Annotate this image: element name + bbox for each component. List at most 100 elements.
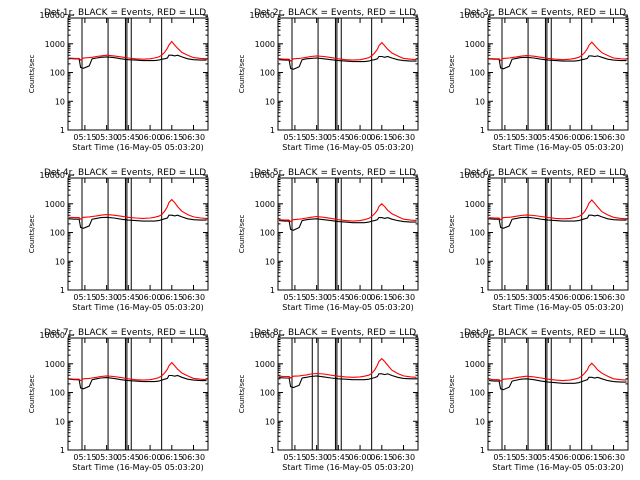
x-tick-label: 06:00 [559,453,582,462]
y-axis-label: Counts/sec [28,55,36,94]
y-tick-label: 100 [260,69,275,78]
series-line-red [68,361,207,382]
y-tick-label: 10 [475,97,485,106]
x-tick-label: 05:45 [537,453,560,462]
x-tick-label: 06:15 [160,453,183,462]
y-tick-label: 1000 [45,40,65,49]
y-tick-label: 1000 [465,40,485,49]
x-tick-label: 05:30 [305,133,328,142]
y-tick-label: 100 [470,389,485,398]
series-line-red [278,203,417,223]
x-tick-label: 05:15 [73,293,96,302]
y-tick-label: 100 [50,69,65,78]
x-axis-label: Start Time (16-May-05 05:03:20) [282,143,413,152]
x-tick-label: 05:30 [515,293,538,302]
y-tick-label: 10 [55,257,65,266]
y-tick-label: 1 [60,126,65,135]
x-tick-label: 05:45 [327,293,350,302]
y-tick-label: 1 [270,286,275,295]
x-axis-label: Start Time (16-May-05 05:03:20) [282,463,413,472]
x-tick-label: 05:15 [493,453,516,462]
series-line-red [488,199,627,221]
chart-panel-1: Det 1r, BLACK = Events, RED = LLD 1 10 100 1… [28,8,209,152]
chart-panel-4: Det 4r, BLACK = Events, RED = LLD 1 10 100 1… [28,168,209,312]
series-line-black [278,373,417,389]
x-axis-label: Start Time (16-May-05 05:03:20) [282,303,413,312]
plot-frame [67,17,209,131]
x-tick-label: 05:30 [305,453,328,462]
x-tick-label: 05:30 [305,293,328,302]
y-tick-label: 100 [470,69,485,78]
x-tick-label: 05:45 [117,293,140,302]
x-axis-label: Start Time (16-May-05 05:03:20) [72,303,203,312]
y-axis-label: Counts/sec [238,215,246,254]
x-axis-label: Start Time (16-May-05 05:03:20) [492,143,623,152]
chart-title: Det 3r, BLACK = Events, RED = LLD [464,8,626,18]
x-tick-label: 06:15 [580,133,603,142]
chart-panel-9: Det 9r, BLACK = Events, RED = LLD 1 10 100 1… [448,328,629,472]
plot-frame [487,177,629,291]
x-tick-label: 05:30 [515,453,538,462]
y-tick-label: 10 [265,97,275,106]
series-line-red [278,357,417,379]
y-axis-label: Counts/sec [28,375,36,414]
x-tick-label: 06:00 [139,133,162,142]
chart-title: Det 9r, BLACK = Events, RED = LLD [464,328,626,338]
x-tick-label: 06:30 [392,453,415,462]
y-axis-label: Counts/sec [448,55,456,94]
x-tick-label: 05:15 [493,293,516,302]
series-line-black [68,374,207,390]
x-tick-label: 05:15 [283,293,306,302]
x-tick-label: 06:00 [559,133,582,142]
chart-panel-8: Det 8r, BLACK = Events, RED = LLD 1 10 100 1… [238,328,419,472]
x-axis-label: Start Time (16-May-05 05:03:20) [72,463,203,472]
plot-frame [67,177,209,291]
chart-panel-6: Det 6r, BLACK = Events, RED = LLD 1 10 100 1… [448,168,629,312]
y-tick-label: 1 [270,446,275,455]
y-tick-label: 1000 [255,360,275,369]
x-tick-label: 06:30 [392,293,415,302]
x-tick-label: 06:30 [182,453,205,462]
series-line-red [278,41,417,62]
y-tick-label: 10000 [250,171,275,180]
chart-title: Det 4r, BLACK = Events, RED = LLD [44,168,206,178]
chart-panel-2: Det 2r, BLACK = Events, RED = LLD 1 10 100 1… [238,8,419,152]
y-axis-label: Counts/sec [448,375,456,414]
y-tick-label: 10000 [250,331,275,340]
x-tick-label: 05:30 [95,453,118,462]
y-tick-label: 1 [480,286,485,295]
series-line-black [68,214,207,229]
y-tick-label: 1000 [45,360,65,369]
y-tick-label: 10000 [40,171,65,180]
y-tick-label: 10 [265,417,275,426]
y-axis-label: Counts/sec [238,375,246,414]
x-tick-label: 05:30 [95,293,118,302]
series-line-black [278,55,417,70]
x-tick-label: 06:15 [160,293,183,302]
y-tick-label: 10 [55,417,65,426]
x-tick-label: 05:15 [493,133,516,142]
y-tick-label: 10000 [460,11,485,20]
x-tick-label: 06:00 [349,133,372,142]
x-tick-label: 06:30 [602,133,625,142]
x-tick-label: 06:30 [392,133,415,142]
x-tick-label: 05:45 [537,293,560,302]
y-axis-label: Counts/sec [448,215,456,254]
x-tick-label: 06:15 [370,133,393,142]
x-tick-label: 05:45 [117,133,140,142]
chart-title: Det 8r, BLACK = Events, RED = LLD [254,328,416,338]
y-tick-label: 10 [475,257,485,266]
x-tick-label: 06:30 [602,293,625,302]
y-tick-label: 10000 [250,11,275,20]
chart-title: Det 5r, BLACK = Events, RED = LLD [254,168,416,178]
x-tick-label: 06:30 [182,293,205,302]
chart-title: Det 2r, BLACK = Events, RED = LLD [254,8,416,18]
x-tick-label: 05:15 [73,453,96,462]
y-tick-label: 100 [260,389,275,398]
x-tick-label: 05:15 [283,133,306,142]
y-tick-label: 100 [50,229,65,238]
y-tick-label: 10 [265,257,275,266]
x-tick-label: 06:30 [182,133,205,142]
y-tick-label: 1 [480,446,485,455]
series-line-black [488,376,627,391]
